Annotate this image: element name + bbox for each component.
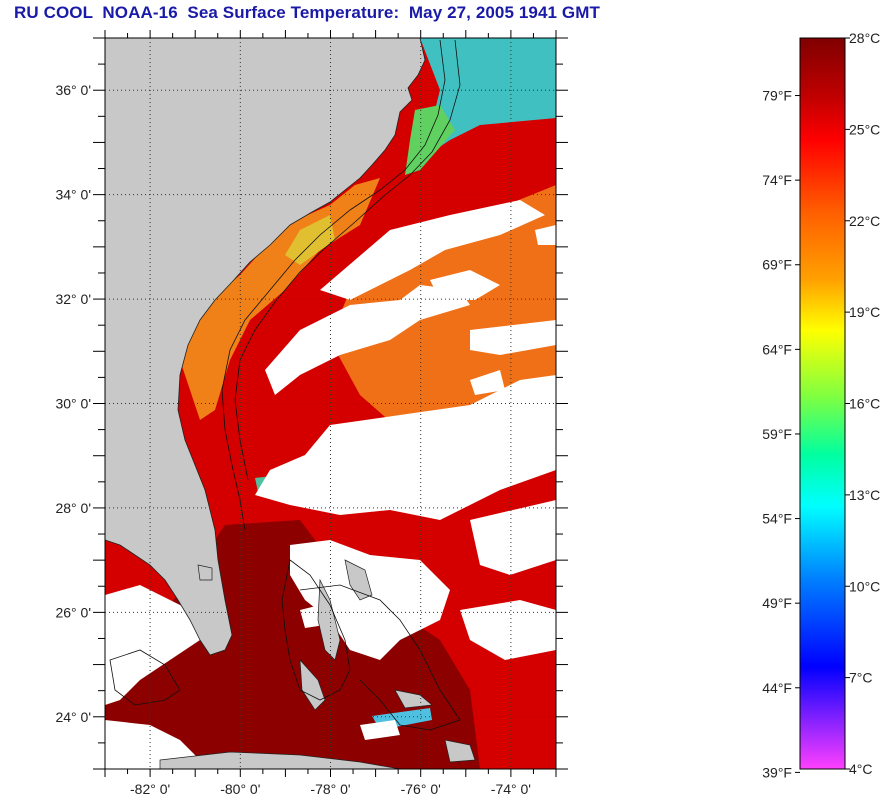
fahrenheit-label: 64°F <box>762 341 792 357</box>
nearshore-cold-north <box>405 105 455 175</box>
cuba-land <box>159 751 401 769</box>
colorbar-ticks <box>795 37 850 773</box>
fahrenheit-label: 49°F <box>762 595 792 611</box>
cloud-cover <box>105 200 556 769</box>
lon-label: -76° 0' <box>401 781 441 797</box>
fahrenheit-label: 54°F <box>762 511 792 527</box>
celsius-label: 28°C <box>849 30 880 46</box>
map-ticks <box>93 30 568 777</box>
celsius-label: 25°C <box>849 121 880 137</box>
coastal-cool-streak <box>285 215 335 265</box>
celsius-label: 16°C <box>849 396 880 412</box>
fahrenheit-label: 59°F <box>762 426 792 442</box>
celsius-label: 13°C <box>849 487 880 503</box>
lat-label: 28° 0' <box>55 500 91 516</box>
fahrenheit-label: 79°F <box>762 88 792 104</box>
sst-map <box>105 38 556 769</box>
celsius-label: 19°C <box>849 304 880 320</box>
lat-label: 30° 0' <box>55 396 91 412</box>
fahrenheit-label: 44°F <box>762 680 792 696</box>
celsius-label: 10°C <box>849 578 880 594</box>
colorbar <box>799 37 846 770</box>
celsius-label: 4°C <box>849 761 873 777</box>
lat-label: 34° 0' <box>55 187 91 203</box>
fahrenheit-label: 74°F <box>762 172 792 188</box>
fahrenheit-label: 69°F <box>762 257 792 273</box>
latitude-labels: 36° 0' 34° 0' 32° 0' 30° 0' 28° 0' 26° 0' 24° … <box>55 82 91 725</box>
bahamas-islands <box>197 559 476 763</box>
lon-label: -74° 0' <box>491 781 531 797</box>
colorbar-fahrenheit-labels: 79°F 74°F 69°F 64°F 59°F 54°F 49°F 44°F 39°F <box>762 88 792 781</box>
us-east-coast-land <box>105 38 426 656</box>
lon-label: -82° 0' <box>130 781 170 797</box>
lat-label: 24° 0' <box>55 709 91 725</box>
celsius-label: 7°C <box>849 670 873 686</box>
lon-label: -78° 0' <box>310 781 350 797</box>
map-title: RU COOL NOAA-16 Sea Surface Temperature:… <box>14 3 600 22</box>
colorbar-celsius-labels: 28°C 25°C 22°C 19°C 16°C 13°C 10°C 7°C 4°C <box>849 30 880 777</box>
celsius-label: 22°C <box>849 213 880 229</box>
lon-label: -80° 0' <box>220 781 260 797</box>
lat-label: 26° 0' <box>55 604 91 620</box>
fahrenheit-label: 39°F <box>762 764 792 780</box>
lat-label: 36° 0' <box>55 82 91 98</box>
lat-label: 32° 0' <box>55 291 91 307</box>
longitude-labels: -82° 0' -80° 0' -78° 0' -76° 0' -74° 0' <box>130 781 531 797</box>
